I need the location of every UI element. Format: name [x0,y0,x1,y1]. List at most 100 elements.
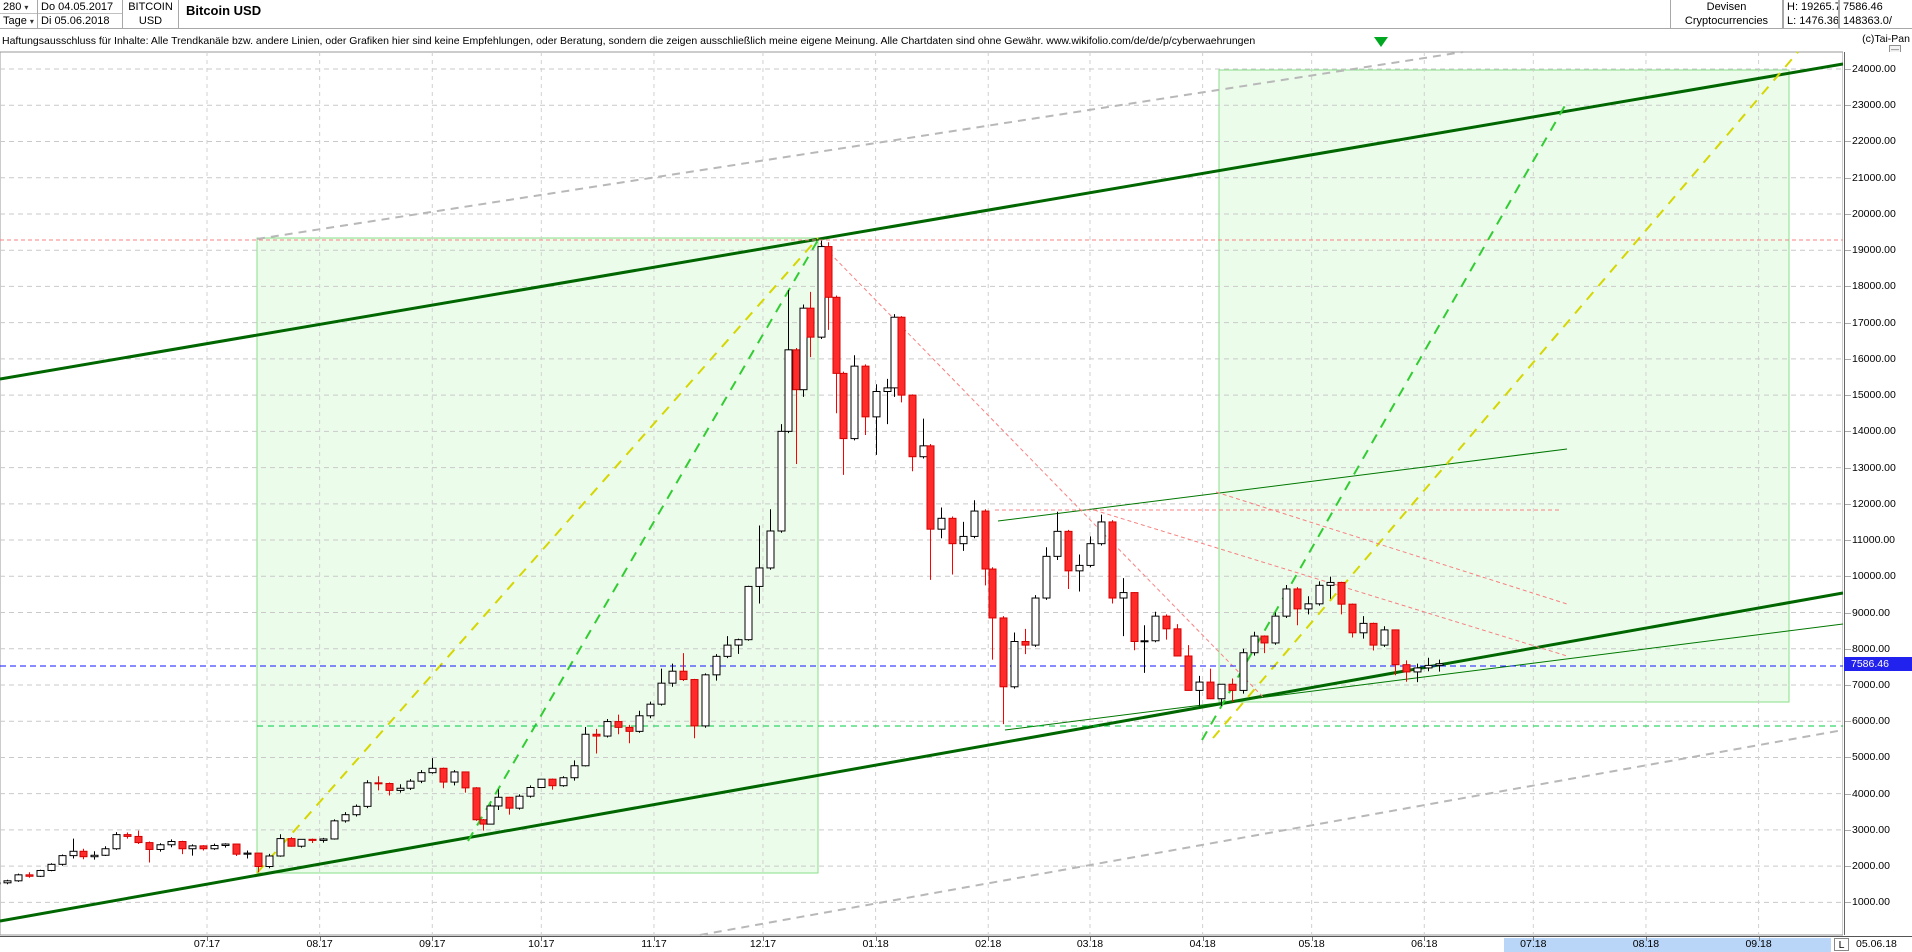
candle-body [792,349,801,391]
date-tick-mark [1089,937,1091,941]
candle-body [806,307,815,338]
symbol-cell: BITCOIN USD [123,0,179,29]
candle-body [723,644,732,657]
date-tick-mark [1533,937,1535,941]
candle-body [330,820,339,840]
date-tick-label: 10.17 [528,938,555,950]
candle-body [646,703,655,717]
fan-yellow-left [256,237,819,874]
candle-body [1271,615,1280,644]
candle-body [417,772,426,782]
candle-body [559,777,568,787]
candle-body [396,787,405,791]
price-tick-mark [1845,829,1851,831]
period-selectors: 280 ▾ Tage ▾ [0,0,38,29]
price-tick-label: 13000.00 [1852,461,1896,474]
date-tick-label: 11.17 [641,938,667,950]
candle-body [1108,521,1117,599]
candle-body [679,670,688,681]
candle-body [861,365,870,418]
high-low-cell: H: 19265.71 L: 1476.36 [1783,0,1839,29]
price-tick-label: 11000.00 [1852,534,1896,547]
symbol-name: BITCOIN [128,1,173,13]
candle-body [479,819,488,825]
gray-channel-upper [256,51,1464,240]
candle-body [1239,652,1248,691]
category-cell: Devisen Cryptocurrencies [1670,0,1783,29]
price-tick-label: 19000.00 [1852,244,1896,257]
date-tick-label: 08.17 [306,938,333,950]
period-unit-dropdown[interactable]: Tage ▾ [3,15,34,27]
candle-body [221,843,230,846]
date-tick-label: 06.18 [1411,938,1438,950]
candle-body [276,838,285,857]
candle-body [134,835,143,844]
price-tick-label: 24000.00 [1852,63,1896,76]
candle-body [981,510,990,570]
period-high: H: 19265.71 [1787,1,1838,13]
candle-body [1162,615,1171,630]
date-tick-label: 05.18 [1298,938,1325,950]
candle-body [461,771,470,789]
lower-channel-line [0,591,1843,923]
candle-body [406,780,415,789]
price-tick-label: 7000.00 [1852,678,1890,691]
date-tick-mark [1202,937,1204,941]
candle-body [548,778,557,787]
candle-body [1424,664,1433,669]
chart-background [0,51,1843,936]
price-tick-label: 12000.00 [1852,497,1896,510]
candle-body [872,390,881,418]
candle-body [1337,581,1346,605]
fan-green-right [1201,101,1568,741]
candle-body [784,349,793,432]
price-tick-label: 10000.00 [1852,570,1896,583]
candle-body [188,845,197,850]
date-tick-label: 12.17 [749,938,777,950]
price-tick-mark [1845,69,1851,71]
date-tick-label: 09.18 [1745,938,1772,950]
date-from-field[interactable]: Do 04.05.2017 [38,0,122,14]
candle-body [308,838,317,841]
candle-body [90,854,99,858]
price-tick-mark [1845,503,1851,505]
candle-body [959,535,968,545]
candle-body [287,838,296,847]
price-tick-label: 6000.00 [1852,715,1890,728]
price-tick-label: 9000.00 [1852,606,1890,619]
candle-body [515,795,524,809]
date-tick-mark [319,937,321,941]
candle-body [1402,664,1411,673]
date-to-field[interactable]: Di 05.06.2018 [41,15,110,27]
candle-body [988,568,997,619]
price-tick-label: 4000.00 [1852,787,1890,800]
date-tick-label: 09.17 [419,938,446,950]
candle-body [1326,581,1335,586]
candle-body [374,782,383,785]
period-bars-dropdown[interactable]: 280 ▾ [0,0,37,14]
candle-body [47,863,56,871]
candle-body [1119,592,1128,599]
candle-body [948,517,957,545]
date-tick-mark [653,937,655,941]
price-tick-label: 17000.00 [1852,316,1896,329]
candle-body [36,869,45,877]
candle-body [734,639,743,646]
page-title: Bitcoin USD [186,3,262,18]
price-tick-label: 1000.00 [1852,896,1890,909]
candle-body [937,517,946,530]
candle-body [1151,615,1160,642]
candle-body [777,430,786,532]
candle-body [319,838,328,841]
price-tick-mark [1845,866,1851,868]
candle-body [1097,521,1106,545]
candle-body [690,679,699,727]
candle-body [363,782,372,807]
price-tick-mark [1845,648,1851,650]
date-tick-label: 07.17 [193,938,221,950]
candle-body [428,767,437,774]
candlestick-chart [0,51,1843,936]
price-tick-label: 15000.00 [1852,389,1896,402]
future-period-band [1504,938,1832,952]
candle-body [385,783,394,791]
